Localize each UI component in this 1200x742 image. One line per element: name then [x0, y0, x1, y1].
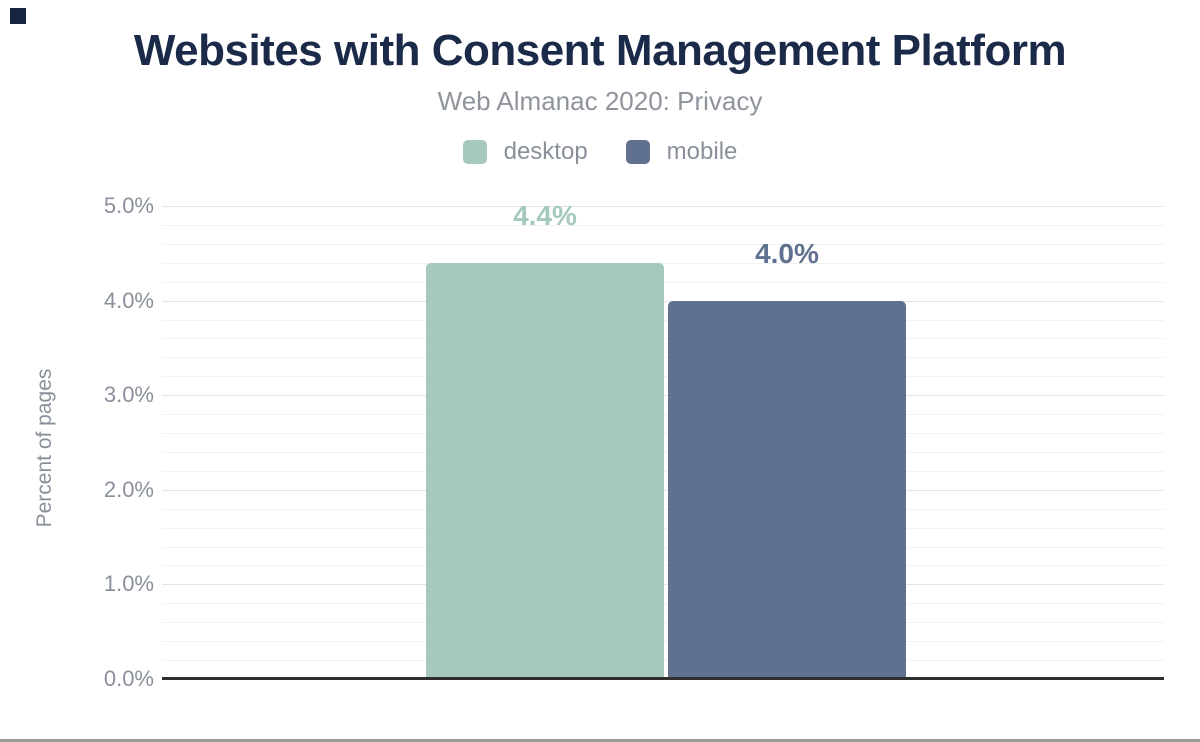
legend-swatch-desktop — [462, 140, 487, 164]
bar-value-label-desktop: 4.4% — [513, 200, 577, 231]
legend: desktop mobile — [0, 138, 1200, 166]
gridline-minor — [162, 225, 1164, 226]
legend-label: desktop — [503, 138, 588, 165]
x-axis-line — [162, 677, 1164, 680]
legend-item-desktop[interactable]: desktop — [462, 138, 588, 166]
y-tick-label: 5.0% — [103, 193, 154, 218]
y-tick-label: 2.0% — [103, 477, 154, 502]
y-tick-label: 4.0% — [103, 288, 154, 313]
chart-subtitle: Web Almanac 2020: Privacy — [437, 86, 763, 116]
gridline-minor — [162, 263, 1164, 264]
legend-label: mobile — [666, 138, 738, 165]
bar-mobile[interactable] — [668, 301, 906, 679]
gridline-minor — [162, 244, 1164, 245]
chart-title: Websites with Consent Management Platfor… — [133, 26, 1067, 75]
legend-item-mobile[interactable]: mobile — [625, 138, 738, 166]
y-tick-label: 1.0% — [103, 571, 154, 596]
gridline-major — [162, 206, 1164, 207]
y-tick-label: 3.0% — [103, 382, 154, 407]
bar-desktop[interactable] — [426, 263, 664, 679]
legend-swatch-mobile — [625, 140, 650, 164]
y-tick-label: 0.0% — [103, 666, 154, 691]
bar-value-label-mobile: 4.0% — [755, 238, 819, 269]
corner-mark — [10, 8, 26, 24]
